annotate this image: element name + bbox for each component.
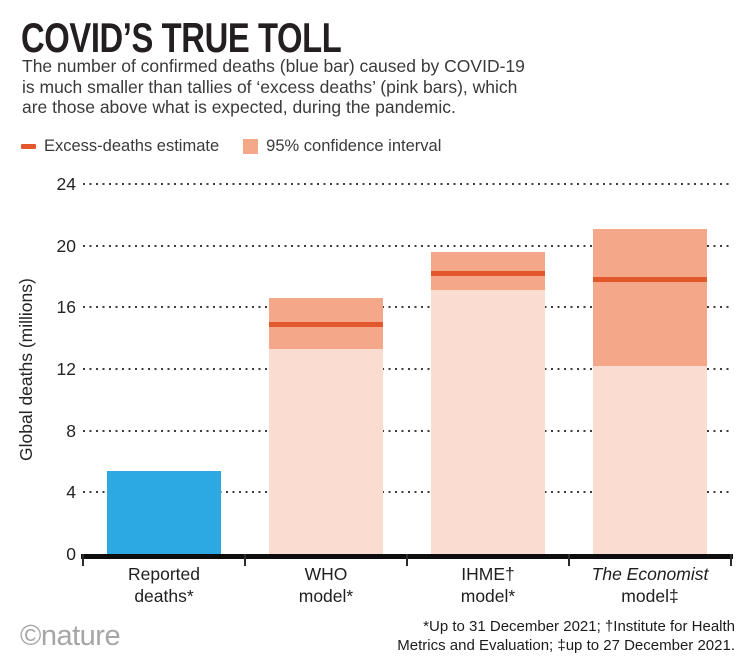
x-axis-tick-3 [568, 554, 570, 566]
x-axis-label-2-line-1: model* [460, 585, 516, 606]
description-line-3: are those above what is expected, during… [22, 97, 456, 117]
x-axis-tick-4 [730, 554, 732, 566]
y-tick-label-20: 20 [56, 235, 76, 256]
y-tick-label-12: 12 [56, 359, 76, 379]
x-axis-label-2-line-0: IHME† [461, 564, 515, 584]
y-tick-label-4: 4 [66, 482, 76, 503]
x-axis-label-3-line-0: The Economist [591, 564, 709, 584]
y-tick-label-8: 8 [66, 420, 76, 441]
x-axis-label-3: The Economist model‡ [569, 564, 731, 607]
x-axis-tick-1 [244, 554, 246, 566]
x-axis-label-0-line-0: Reported [128, 564, 200, 584]
nature-logo: ©nature [20, 620, 121, 652]
gridline-24 [83, 183, 731, 185]
gridline-8 [83, 429, 731, 432]
legend-label-1: 95% confidence interval [266, 137, 442, 155]
description-line-2: is much smaller than tallies of ‘excess … [22, 76, 518, 97]
gridline-4 [83, 491, 731, 494]
estimate-line-2 [431, 270, 545, 276]
footnote: *Up to 31 December 2021; †Institute for … [397, 617, 735, 655]
y-axis-title: Global deaths (millions) [16, 278, 36, 462]
estimate-line-3 [593, 277, 707, 283]
x-axis-label-0-line-1: deaths* [134, 585, 194, 606]
x-axis-label-1-line-0: WHO [304, 564, 348, 584]
page-title: COVID’S TRUE TOLL [21, 14, 342, 61]
gridline-16 [83, 306, 731, 309]
legend-item-1: 95% confidence interval [243, 137, 441, 156]
gridline-12 [83, 368, 731, 370]
estimate-line-1 [269, 321, 383, 327]
legend-item-0: Excess-deaths estimate [21, 137, 219, 156]
confidence-interval-band-3 [593, 228, 707, 366]
x-axis-label-2: IHME† model* [407, 564, 569, 607]
description-line-1: The number of confirmed deaths (blue bar… [22, 56, 525, 76]
y-tick-label-16: 16 [56, 297, 76, 318]
x-axis-label-0: Reported deaths* [83, 564, 245, 607]
x-axis-label-1-line-1: model* [298, 585, 354, 606]
chart-description: The number of confirmed deaths (blue bar… [22, 56, 525, 118]
estimate-line-swatch-icon [21, 144, 36, 149]
y-tick-label-0: 0 [66, 544, 76, 564]
reported-deaths-bar [107, 470, 221, 554]
y-tick-label-24: 24 [56, 174, 76, 194]
x-axis-tick-2 [406, 554, 408, 566]
legend-label-0: Excess-deaths estimate [44, 137, 220, 155]
confidence-interval-swatch-icon [243, 139, 259, 154]
gridline-20 [83, 244, 731, 247]
x-axis-label-3-line-1: model‡ [621, 585, 679, 606]
chart-legend: Excess-deaths estimate 95% confidence int… [21, 137, 465, 156]
excess-deaths-bar-2 [431, 251, 545, 554]
footnote-line-2: Metrics and Evaluation; ‡up to 27 Decemb… [397, 637, 735, 654]
x-axis-tick-0 [82, 554, 84, 566]
footnote-line-1: *Up to 31 December 2021; †Institute for … [423, 618, 735, 635]
x-axis-label-1: WHO model* [245, 564, 407, 607]
